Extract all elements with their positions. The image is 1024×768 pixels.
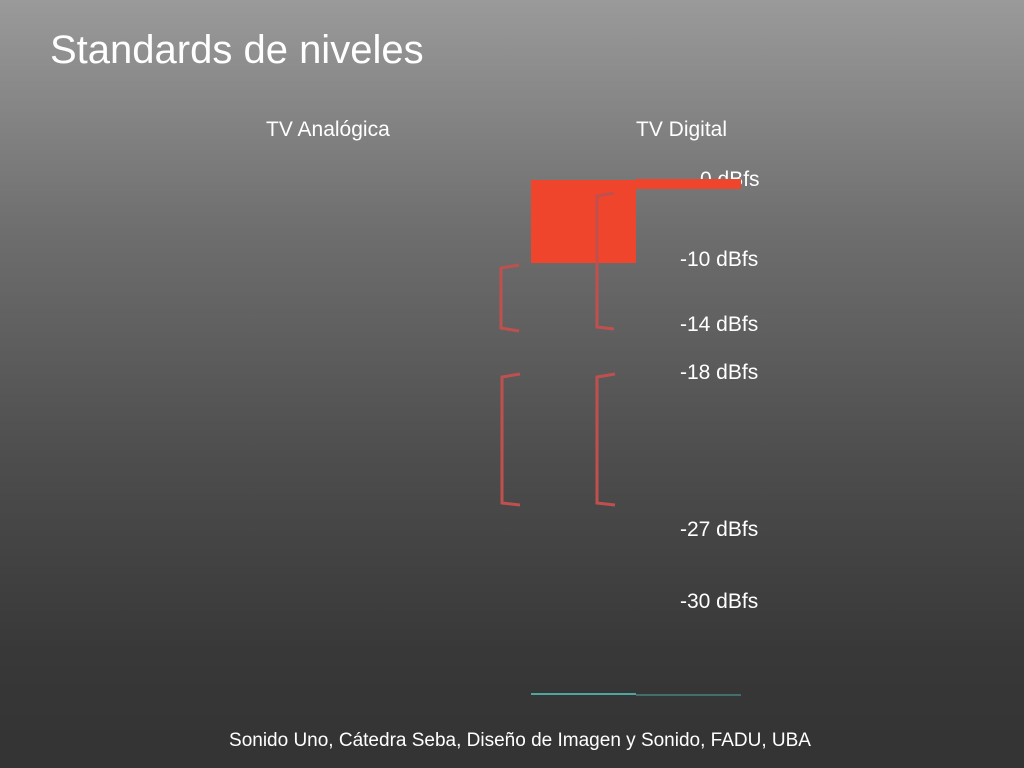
level-label-27: -27 dBfs	[680, 518, 759, 541]
bracket-analog-lower	[500, 372, 521, 507]
zero-dbfs-marker-overlay	[636, 179, 741, 189]
bracket-analog-upper	[499, 263, 520, 333]
level-label-30: -30 dBfs	[680, 590, 759, 613]
level-label-18: -18 dBfs	[680, 361, 759, 384]
peak-block	[531, 180, 636, 263]
slide-title: Standards de niveles	[50, 28, 424, 72]
footer-credit: Sonido Uno, Cátedra Seba, Diseño de Imag…	[0, 730, 1024, 752]
bracket-digital-upper	[595, 191, 615, 331]
bracket-digital-lower	[595, 372, 616, 507]
level-label-10: -10 dBfs	[680, 248, 759, 271]
column-header-digital: TV Digital	[636, 118, 728, 141]
footer-text: Sonido Uno, Cátedra Seba, Diseño de Imag…	[229, 730, 811, 751]
level-label-14: -14 dBfs	[680, 313, 759, 336]
column-header-analog: TV Analógica	[266, 118, 390, 141]
